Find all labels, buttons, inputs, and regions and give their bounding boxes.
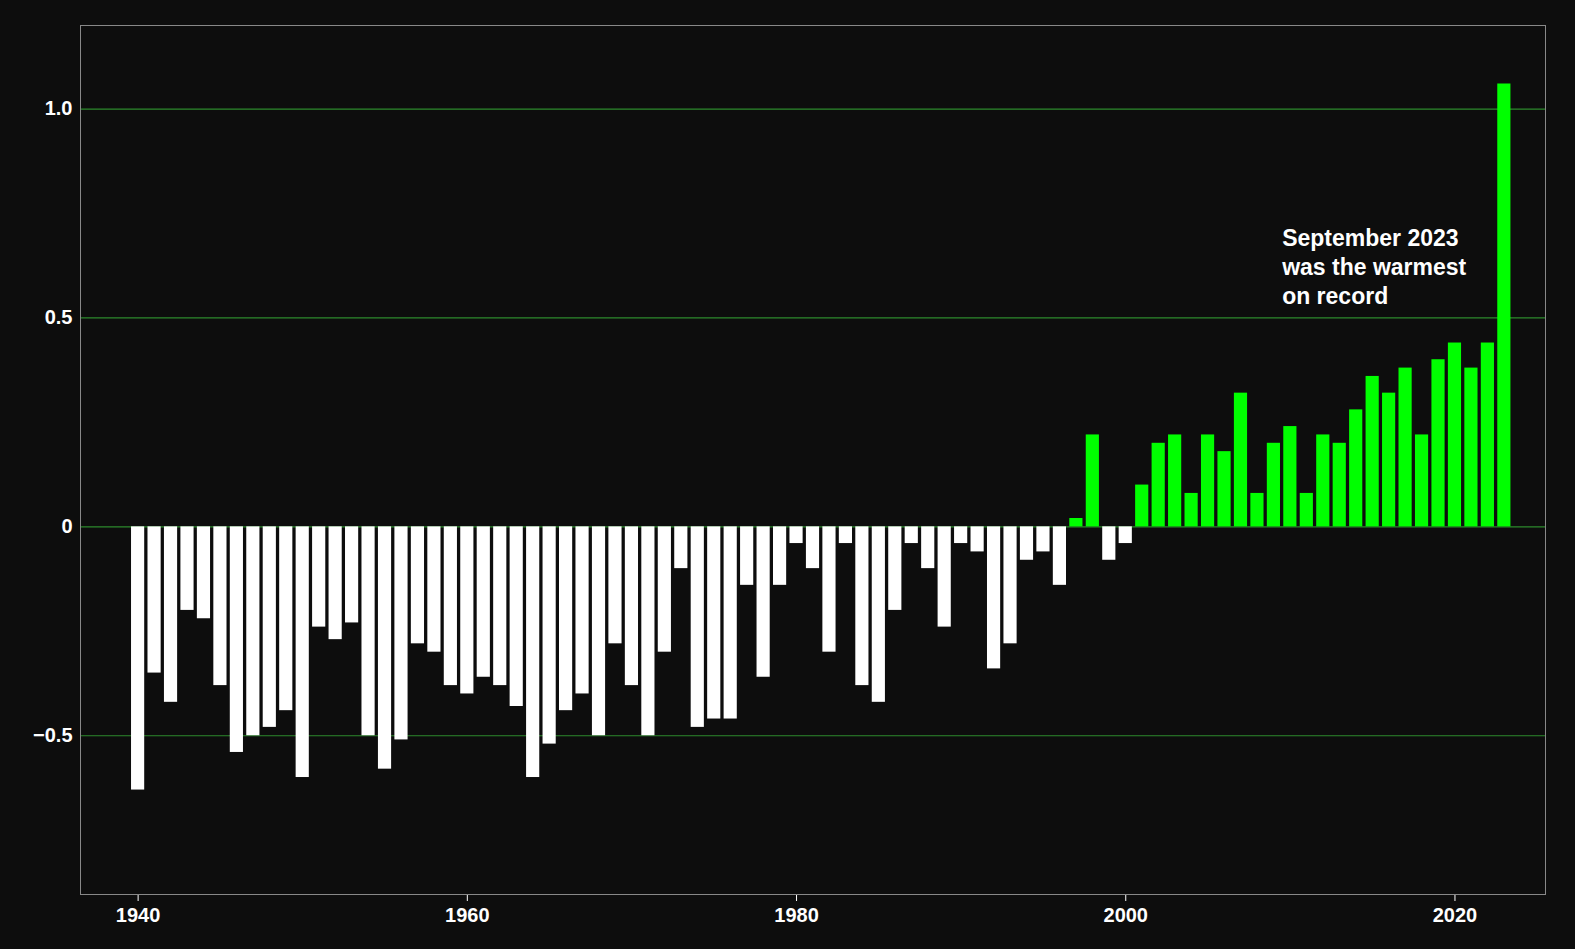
svg-text:1980: 1980	[774, 904, 819, 926]
svg-text:−0.5: −0.5	[33, 724, 72, 746]
svg-text:0: 0	[61, 515, 72, 537]
svg-text:2020: 2020	[1433, 904, 1478, 926]
svg-text:1960: 1960	[445, 904, 490, 926]
svg-text:September 2023was the warmesto: September 2023was the warmeston record	[1281, 225, 1466, 308]
svg-text:1940: 1940	[116, 904, 161, 926]
svg-text:1.0: 1.0	[45, 97, 73, 119]
svg-text:2000: 2000	[1104, 904, 1149, 926]
svg-text:0.5: 0.5	[45, 306, 73, 328]
